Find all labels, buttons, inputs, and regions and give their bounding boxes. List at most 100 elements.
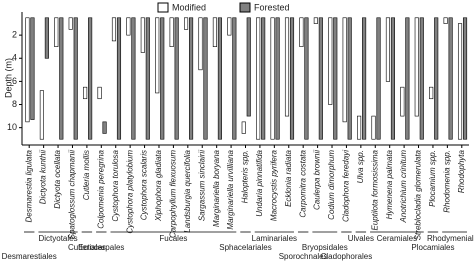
- range-bar: [289, 17, 295, 140]
- species-label: Sargassum sinclairii: [197, 150, 206, 221]
- range-bar: [385, 17, 390, 82]
- order-label: Bryopsidales: [302, 243, 348, 252]
- species-label: Macrocystis pyrifera: [269, 149, 278, 221]
- range-bar: [83, 86, 88, 100]
- range-bar: [414, 17, 419, 117]
- species-label: Carpophyllum flexuosum: [169, 150, 178, 238]
- range-bar: [25, 17, 30, 123]
- range-bar: [131, 17, 136, 140]
- legend-label: Modified: [172, 2, 206, 12]
- order-label: Ceramiales: [377, 234, 417, 243]
- range-bar: [198, 17, 203, 71]
- range-bar: [347, 17, 352, 140]
- range-bar: [30, 17, 35, 120]
- range-bar: [189, 17, 194, 140]
- range-bar: [68, 17, 73, 30]
- range-bar: [400, 86, 405, 117]
- range-bar: [102, 121, 107, 134]
- range-bar: [59, 17, 64, 140]
- order-label: Dictyotales: [38, 234, 77, 243]
- range-bar: [313, 17, 318, 24]
- species-label: Undaria pinnatifida: [255, 149, 264, 216]
- order-label: Cutleriales: [68, 243, 106, 252]
- range-bar: [457, 23, 463, 140]
- species-label: Cystophora torulosa: [111, 149, 120, 221]
- legend-label: Forested: [254, 2, 290, 12]
- species-label: Colpomenia peregrina: [96, 149, 105, 228]
- range-bar: [73, 17, 78, 140]
- range-bar: [111, 17, 117, 42]
- species-label: Cutleria mollis: [82, 150, 91, 200]
- range-bar: [318, 17, 323, 140]
- range-bar: [371, 115, 376, 140]
- species-label: Carpomitra costata: [298, 149, 307, 217]
- order-label: Fucales: [159, 234, 187, 243]
- species-label: Caulerpa brownii: [313, 150, 322, 210]
- range-bar: [342, 17, 347, 123]
- order-label: Sphacelariales: [219, 243, 271, 252]
- species-label: Ecklonia radiata: [284, 149, 293, 206]
- range-bar: [429, 86, 434, 100]
- y-axis-label: Depth (m): [3, 58, 13, 98]
- range-bar: [390, 17, 395, 140]
- range-bar: [44, 17, 49, 59]
- species-label: Dictyota ocellata: [53, 149, 62, 208]
- range-bar: [246, 17, 251, 117]
- range-bar: [160, 17, 165, 140]
- range-bar: [362, 17, 367, 140]
- y-tick-label: 6: [12, 76, 17, 86]
- range-bar: [217, 17, 222, 140]
- range-bar: [448, 17, 453, 140]
- y-tick-label: 4: [12, 53, 17, 63]
- range-bar: [97, 86, 102, 100]
- range-bar: [261, 17, 266, 140]
- range-bar: [333, 17, 338, 140]
- range-bar: [376, 17, 381, 140]
- species-label: Marginariella boryana: [212, 149, 221, 226]
- range-bar: [443, 17, 448, 24]
- range-bar: [126, 17, 131, 36]
- order-label: Plocamiales: [411, 243, 454, 252]
- range-bar: [241, 121, 246, 134]
- y-tick-label: 8: [12, 99, 17, 109]
- species-label: Desmarestia ligulata: [24, 149, 33, 222]
- species-label: Landsburgia quercifolia: [183, 149, 192, 232]
- range-bar: [357, 115, 362, 140]
- range-bar: [304, 17, 309, 140]
- range-bar: [434, 17, 439, 140]
- range-bar: [169, 17, 174, 47]
- species-label: Rhodophyta: [457, 149, 466, 193]
- order-label: Desmarestiales: [2, 252, 57, 261]
- species-label: Euptilota formosissima: [370, 149, 379, 230]
- order-label: Cladophorales: [321, 252, 373, 261]
- y-tick-label: 2: [12, 30, 17, 40]
- range-bar: [284, 17, 290, 117]
- range-bar: [116, 17, 122, 140]
- order-label: Rhodymeniales: [427, 234, 474, 243]
- range-bar: [174, 17, 179, 140]
- range-bar: [140, 17, 145, 53]
- range-bar: [299, 17, 304, 47]
- species-label: Marginariella urvilliana: [226, 149, 235, 229]
- range-bar: [256, 17, 261, 140]
- species-label: Spatoglossum chapmanii: [68, 150, 77, 240]
- order-label: Sporochnales: [279, 252, 328, 261]
- range-bar: [275, 17, 280, 140]
- range-bar: [232, 17, 237, 140]
- order-label: Ulvales: [348, 234, 374, 243]
- species-label: Rhodomenia spp.: [442, 150, 451, 213]
- range-bar: [39, 90, 44, 140]
- species-label: Dictyota kunthii: [39, 150, 48, 204]
- range-bar: [212, 17, 217, 47]
- range-bar: [227, 17, 232, 36]
- legend-swatch: [157, 2, 169, 13]
- range-bar: [203, 17, 208, 140]
- range-bar: [145, 17, 150, 140]
- species-label: Ulva spp.: [356, 150, 365, 183]
- range-bar: [328, 17, 333, 105]
- species-label: Cystophora scalaris: [140, 150, 149, 220]
- order-label: Ectocarpales: [78, 243, 124, 252]
- legend-swatch: [239, 2, 251, 13]
- species-label: Xiphophora gladiata: [154, 149, 163, 222]
